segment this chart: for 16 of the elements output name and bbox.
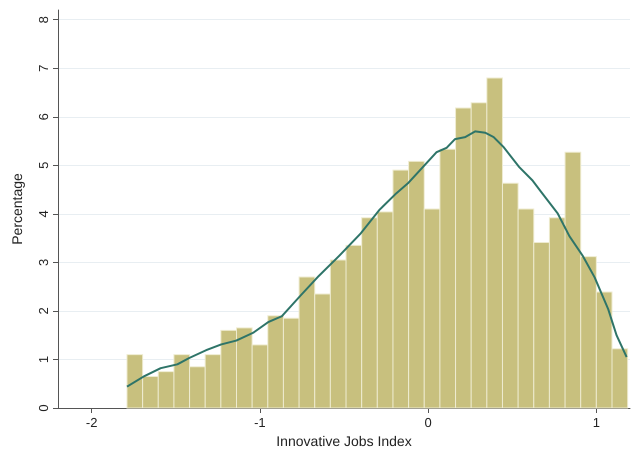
y-tick-label: 0	[36, 404, 51, 412]
y-axis-title: Percentage	[9, 172, 25, 245]
x-tick-label: 0	[424, 415, 432, 430]
y-tick-label: 1	[36, 356, 51, 364]
y-tick-label: 7	[36, 64, 51, 72]
line-series	[126, 130, 628, 388]
y-tick-label: 8	[36, 16, 51, 24]
y-tick-label: 5	[36, 162, 51, 169]
x-tick-label: -2	[86, 415, 98, 430]
y-tick-label: 4	[36, 210, 51, 218]
y-tick-label: 2	[36, 307, 51, 315]
y-tick-label: 3	[36, 258, 51, 266]
x-tick-label: 1	[592, 415, 600, 430]
x-tick-label: -1	[254, 415, 266, 430]
y-tick-label: 6	[36, 113, 51, 120]
x-axis-title: Innovative Jobs Index	[276, 433, 412, 449]
